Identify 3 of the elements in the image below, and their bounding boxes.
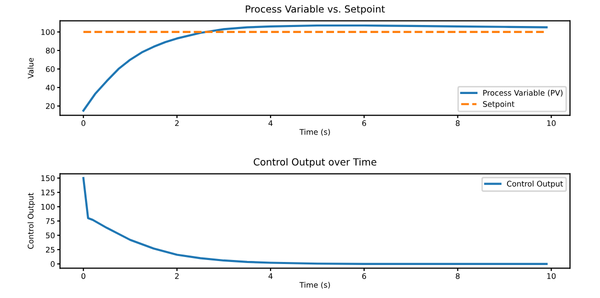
line-series <box>82 24 548 112</box>
chart-title: Control Output over Time <box>254 158 376 168</box>
chart-title: Process Variable vs. Setpoint <box>246 5 385 15</box>
